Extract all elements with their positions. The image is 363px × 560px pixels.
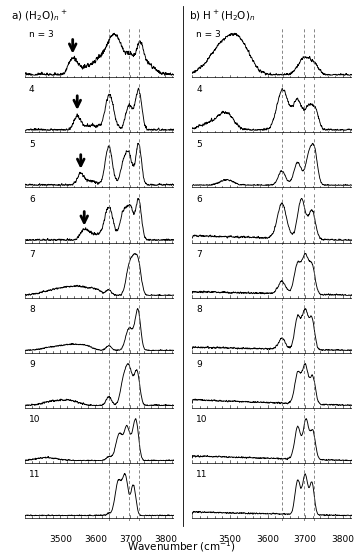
Text: 7: 7 xyxy=(29,250,34,259)
Text: 5: 5 xyxy=(196,140,202,149)
Text: 7: 7 xyxy=(196,250,202,259)
Text: 6: 6 xyxy=(196,195,202,204)
Text: b) H$^+$(H$_2$O)$_n$: b) H$^+$(H$_2$O)$_n$ xyxy=(189,8,255,23)
Text: 5: 5 xyxy=(29,140,34,149)
Text: 3600: 3600 xyxy=(256,535,279,544)
Text: 3500: 3500 xyxy=(219,535,241,544)
Text: 10: 10 xyxy=(29,416,40,424)
Text: 9: 9 xyxy=(29,360,34,369)
Text: 4: 4 xyxy=(196,85,202,94)
Text: n = 3: n = 3 xyxy=(196,30,221,39)
Text: 3500: 3500 xyxy=(49,535,72,544)
Text: 10: 10 xyxy=(196,416,208,424)
Text: 3800: 3800 xyxy=(331,535,354,544)
Text: 3700: 3700 xyxy=(294,535,317,544)
Text: 3600: 3600 xyxy=(84,535,107,544)
Text: Wavenumber (cm$^{-1}$): Wavenumber (cm$^{-1}$) xyxy=(127,540,236,554)
Text: 8: 8 xyxy=(29,305,34,314)
Text: 3700: 3700 xyxy=(119,535,142,544)
Text: a) (H$_2$O)$_n$$^+$: a) (H$_2$O)$_n$$^+$ xyxy=(11,8,68,23)
Text: 11: 11 xyxy=(196,470,208,479)
Text: 6: 6 xyxy=(29,195,34,204)
Text: 11: 11 xyxy=(29,470,40,479)
Text: 3800: 3800 xyxy=(154,535,177,544)
Text: 4: 4 xyxy=(29,85,34,94)
Text: 9: 9 xyxy=(196,360,202,369)
Text: n = 3: n = 3 xyxy=(29,30,54,39)
Text: 8: 8 xyxy=(196,305,202,314)
